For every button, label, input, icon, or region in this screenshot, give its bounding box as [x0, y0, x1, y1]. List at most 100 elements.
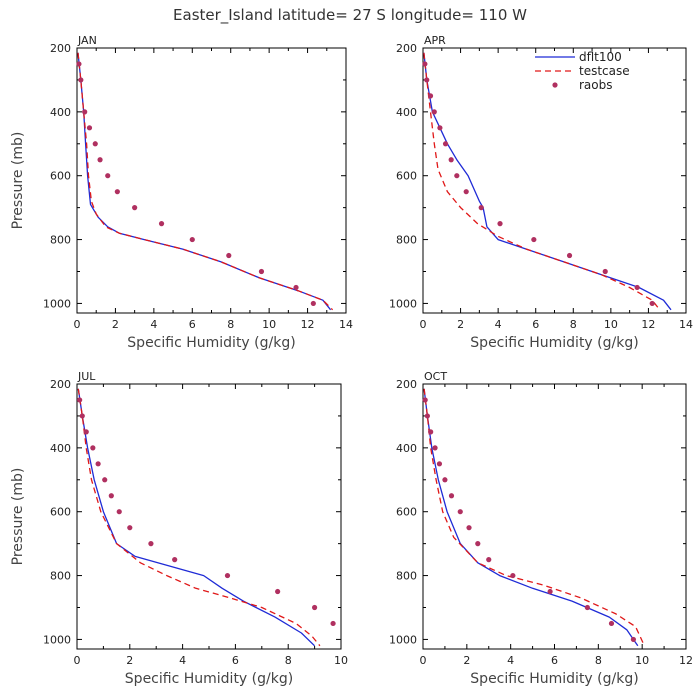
panel-jan-ylabel: Pressure (mb) — [10, 132, 26, 230]
panel-oct-raobs-point — [436, 461, 443, 467]
legend-raobs-label: raobs — [579, 78, 613, 92]
panel-jan-xtick-label: 6 — [189, 318, 196, 331]
legend-raobs-swatch — [552, 82, 558, 88]
panel-oct-xtick-label: 8 — [595, 654, 602, 667]
panel-apr-xtick-label: 0 — [420, 318, 427, 331]
panel-jan-ytick-label: 800 — [50, 234, 71, 247]
panel-jan-ytick-label: 600 — [50, 170, 71, 183]
legend-dflt100-label: dflt100 — [579, 50, 622, 64]
panel-jul-raobs-point — [116, 509, 122, 515]
panel-apr-raobs-point — [424, 77, 430, 83]
panel-oct-dflt100-line — [423, 388, 639, 647]
panel-jul-raobs-point — [127, 525, 133, 531]
panel-oct-testcase-line — [423, 388, 645, 647]
panel-apr-ytick-label: 800 — [396, 234, 417, 247]
panel-jan-raobs-point — [158, 221, 165, 227]
panel-apr-label: APR — [424, 34, 446, 47]
panel-jul-xtick-label: 2 — [126, 654, 133, 667]
panel-jul-label: JUL — [77, 370, 96, 383]
figure-title: Easter_Island latitude= 27 S longitude= … — [173, 6, 527, 25]
panel-oct-raobs-point — [428, 429, 434, 435]
panel-apr-raobs-point — [422, 61, 428, 67]
panel-oct-xlabel: Specific Humidity (g/kg) — [470, 671, 638, 687]
panel-jul-raobs-point — [172, 557, 178, 563]
panel-jul-ytick-label: 200 — [50, 378, 71, 391]
panel-apr-xtick-label: 6 — [532, 318, 539, 331]
panel-jul-ytick-label: 1000 — [43, 633, 71, 646]
panel-apr-dflt100-line — [423, 52, 672, 311]
panel-oct-xtick-label: 6 — [551, 654, 558, 667]
panel-apr-raobs-point — [442, 141, 449, 147]
panel-apr-xlabel: Specific Humidity (g/kg) — [470, 335, 638, 351]
panel-apr-xtick-label: 10 — [604, 318, 618, 331]
panel-jul-xtick-label: 10 — [334, 654, 348, 667]
panel-apr-raobs-point — [634, 284, 640, 291]
panel-jul-ylabel: Pressure (mb) — [10, 468, 26, 566]
panel-apr-xtick-label: 14 — [679, 318, 693, 331]
panel-jan-raobs-point — [114, 189, 120, 195]
panel-jul-ytick-label: 400 — [50, 442, 71, 455]
panel-apr-ytick-label: 1000 — [389, 297, 417, 310]
panel-oct-frame — [422, 383, 687, 650]
panel-apr-raobs-point — [463, 189, 469, 195]
panel-apr-raobs-point — [478, 205, 484, 211]
panel-jan-ytick-label: 1000 — [43, 297, 71, 310]
panel-apr-xtick-label: 8 — [570, 318, 577, 331]
panel-jan-raobs-point — [92, 141, 98, 147]
panel-oct-raobs-point — [424, 413, 430, 419]
panel-jul-testcase-line — [77, 388, 321, 647]
legend-testcase-label: testcase — [579, 64, 630, 78]
panel-jul-raobs-point — [312, 604, 318, 611]
panel-jan-raobs-point — [86, 125, 93, 131]
panel-jul-raobs-point — [79, 413, 85, 419]
panel-apr-raobs-point — [649, 300, 655, 307]
panel-apr-raobs-point — [437, 125, 443, 131]
panel-oct-ytick-label: 1000 — [389, 633, 417, 646]
panel-jan-testcase-line — [77, 52, 334, 311]
panel-oct-raobs-point — [547, 588, 553, 595]
panel-jan-raobs-point — [78, 77, 84, 83]
panel-jul-raobs-point — [77, 397, 83, 403]
panel-jul-raobs-point — [330, 620, 336, 627]
panel-apr-ytick-label: 600 — [396, 170, 417, 183]
panel-oct-xtick-label: 0 — [420, 654, 427, 667]
panel-jul-xtick-label: 6 — [232, 654, 239, 667]
panel-jan-raobs-point — [76, 61, 82, 67]
panel-oct-raobs-point — [442, 477, 448, 483]
panel-apr-xtick-label: 4 — [495, 318, 502, 331]
panel-apr-raobs-point — [431, 109, 437, 115]
panel-oct-xtick-label: 2 — [463, 654, 470, 667]
panel-jul-ytick-label: 600 — [50, 506, 71, 519]
panel-jul-raobs-point — [108, 493, 114, 499]
panel-apr-raobs-point — [454, 173, 460, 179]
panel-apr-raobs-point — [497, 221, 503, 227]
panel-apr-raobs-point — [602, 268, 608, 275]
panel-jan-frame — [76, 47, 347, 314]
panel-oct-raobs-point — [457, 509, 463, 515]
panel-jan-raobs-point — [105, 173, 111, 179]
panel-jul-raobs-point — [102, 477, 108, 483]
panel-oct-raobs-point — [630, 636, 637, 643]
panel-jan-raobs-point — [82, 109, 88, 115]
panel-jul-raobs-point — [95, 461, 101, 467]
panel-jan-xtick-label: 10 — [262, 318, 276, 331]
panel-jan-dflt100-line — [77, 52, 332, 311]
panel-apr-raobs-point — [566, 252, 573, 259]
panel-apr-raobs-point — [448, 157, 454, 163]
panel-apr-raobs-point — [427, 93, 434, 99]
panel-jul-xtick-label: 8 — [285, 654, 292, 667]
panel-oct-ytick-label: 600 — [396, 506, 417, 519]
panel-oct-raobs-point — [510, 572, 516, 579]
panel-jul-raobs-point — [90, 445, 96, 451]
panel-apr-ytick-label: 400 — [396, 106, 417, 119]
panel-jan-xtick-label: 4 — [150, 318, 157, 331]
panel-jan-raobs-point — [293, 284, 299, 291]
panel-jan-xtick-label: 2 — [112, 318, 119, 331]
panel-oct-ytick-label: 800 — [396, 570, 417, 583]
panel-jan-raobs-point — [258, 268, 265, 275]
panel-apr: APR 0 2 4 6 8 10 12 14 200 400 600 800 1000 Specific H… — [389, 34, 693, 351]
panel-jan-raobs-point — [132, 205, 138, 211]
panel-apr-xtick-label: 2 — [457, 318, 464, 331]
panel-jul-raobs-point — [224, 572, 231, 579]
